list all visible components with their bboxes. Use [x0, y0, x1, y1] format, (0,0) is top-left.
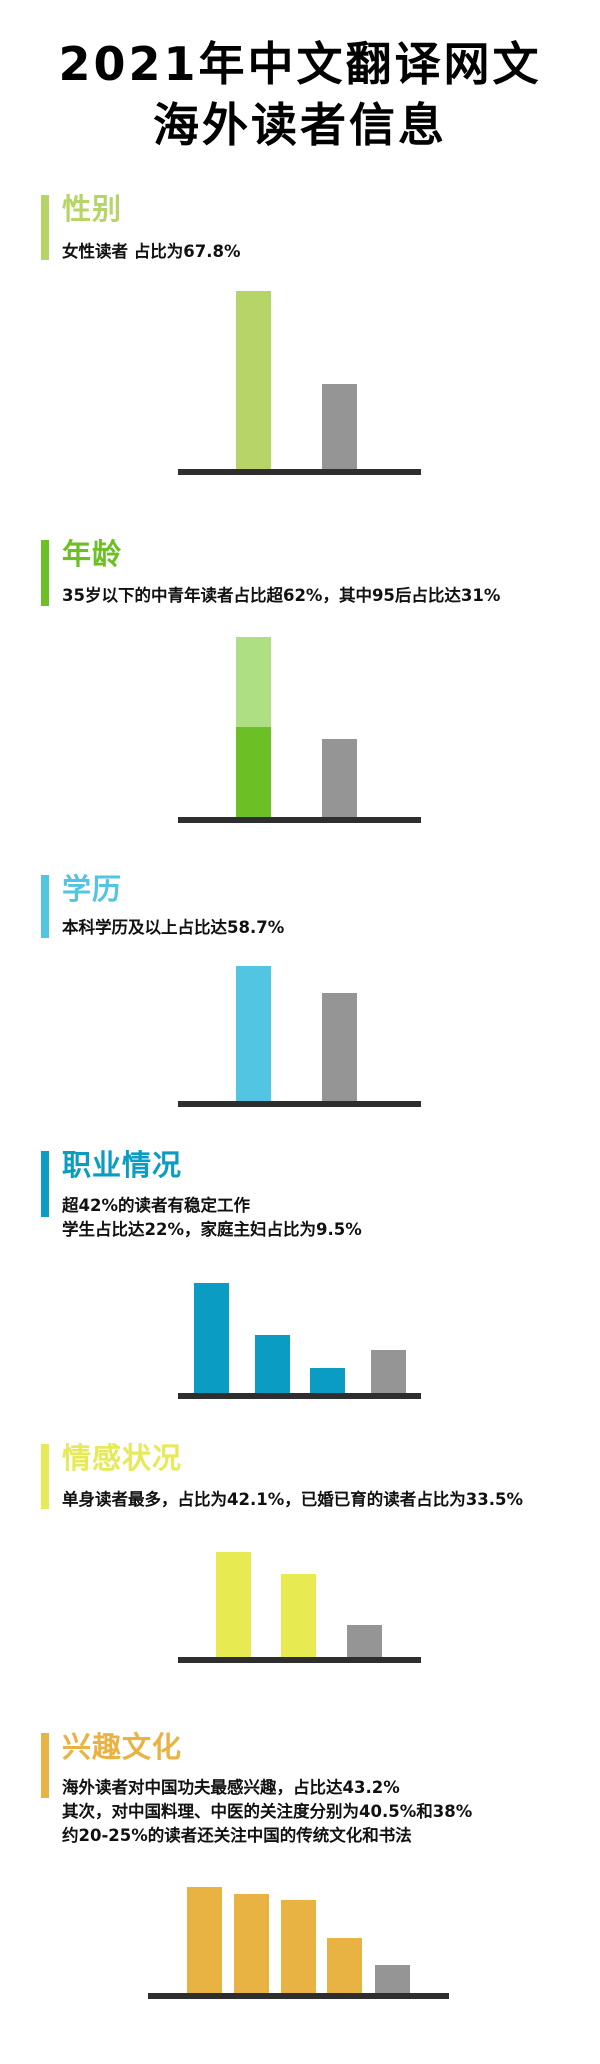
chart-baseline: [178, 1101, 421, 1107]
section-description: 女性读者 占比为67.8%: [62, 242, 241, 261]
bar: [255, 1335, 290, 1393]
bar: [216, 1552, 251, 1657]
bar: [375, 1964, 410, 1993]
section-description: 单身读者最多，占比为42.1%，已婚已育的读者占比为33.5%: [62, 1490, 523, 1509]
chart-baseline: [178, 469, 421, 475]
section-description: 本科学历及以上占比达58.7%: [62, 918, 285, 937]
section-description: 海外读者对中国功夫最感兴趣，占比达43.2%: [62, 1776, 400, 1800]
bar: [281, 1573, 316, 1657]
chart-baseline: [178, 1393, 421, 1399]
section-description: 其次，对中国料理、中医的关注度分别为40.5%和38%: [62, 1802, 473, 1821]
bar: [281, 1899, 316, 1993]
bar: [371, 1349, 406, 1393]
bar: [322, 992, 357, 1101]
section-heading: 职业情况: [62, 1148, 183, 1182]
bar: [322, 738, 357, 817]
bar: [347, 1624, 382, 1657]
chart-baseline: [178, 1657, 421, 1663]
section-heading: 性别: [62, 192, 123, 226]
section-heading: 年龄: [62, 537, 123, 571]
highlight-text: 中国功夫: [144, 1778, 211, 1797]
section-heading: 情感状况: [62, 1441, 183, 1475]
chart-baseline: [178, 817, 421, 823]
section-description: 超42%的读者有稳定工作: [62, 1196, 250, 1215]
bar: [322, 384, 357, 469]
section-description: 学生占比达22%，家庭主妇占比为9.5%: [62, 1220, 362, 1239]
section-accent-bar: [41, 1151, 49, 1217]
bar: [327, 1937, 362, 1993]
section-description: 35岁以下的中青年读者占比超62%，其中95后占比达31%: [62, 586, 501, 605]
bar: [310, 1368, 345, 1393]
section-accent-bar: [41, 875, 49, 938]
text-segment: 海外读者对: [62, 1778, 145, 1797]
section-accent-bar: [41, 1733, 49, 1798]
section-description: 约20-25%的读者还关注中国的传统文化和书法: [62, 1826, 412, 1845]
chart-baseline: [148, 1993, 449, 1999]
section-heading: 学历: [62, 872, 123, 906]
section-heading: 兴趣文化: [62, 1730, 183, 1764]
page-title-line1: 2021年中文翻译网文: [58, 37, 542, 91]
bar-segment-upper: [236, 637, 271, 728]
section-accent-bar: [41, 540, 49, 606]
bar: [234, 1893, 269, 1993]
bar: [194, 1282, 229, 1393]
bar-segment-lower: [236, 727, 271, 817]
text-segment: 最感兴趣，占比达43.2%: [210, 1778, 400, 1797]
bar: [236, 965, 271, 1101]
section-accent-bar: [41, 195, 49, 260]
bar: [187, 1887, 222, 1993]
bar: [236, 290, 271, 469]
section-accent-bar: [41, 1444, 49, 1509]
page-title-line2: 海外读者信息: [153, 98, 447, 152]
